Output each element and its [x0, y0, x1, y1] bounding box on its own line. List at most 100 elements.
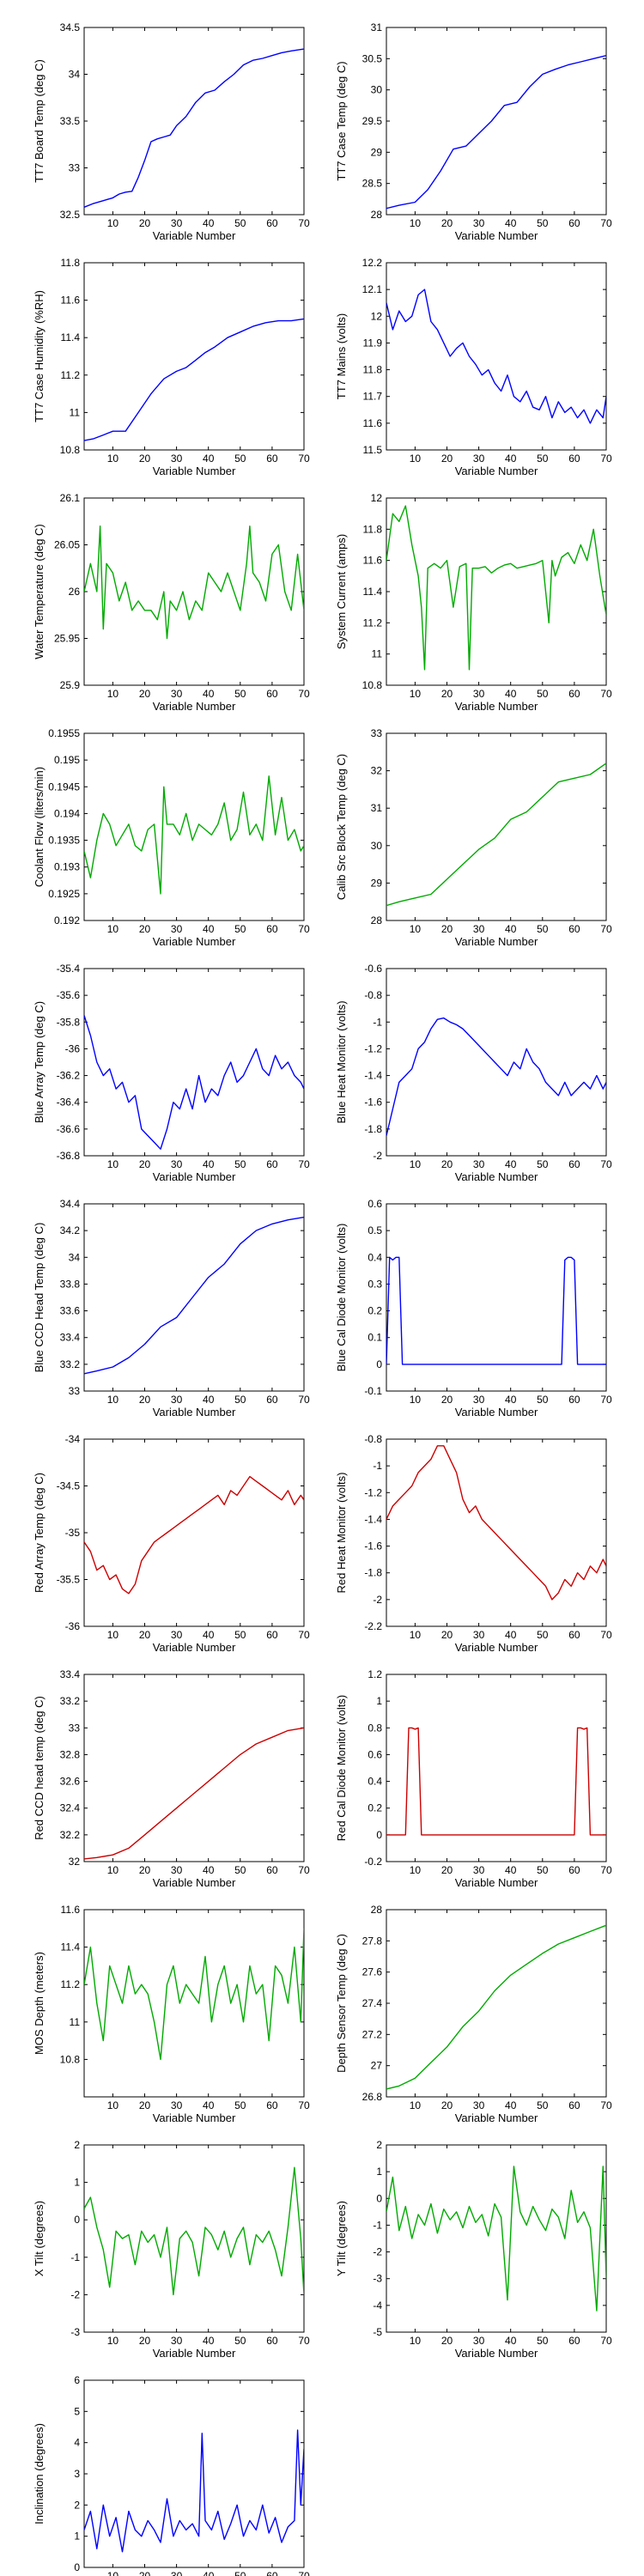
x-tick-label: 10: [410, 923, 422, 935]
x-tick-label: 50: [537, 1394, 549, 1406]
y-tick-label: 11.4: [61, 1941, 81, 1953]
y-tick-label: -1: [373, 1460, 382, 1472]
y-tick-label: -1.4: [364, 1070, 382, 1082]
x-tick-label: 50: [234, 2570, 246, 2576]
x-tick-label: 40: [505, 1158, 517, 1170]
x-tick-label: 60: [568, 1394, 580, 1406]
x-tick-label: 60: [568, 2099, 580, 2111]
x-tick-label: 40: [203, 1864, 215, 1876]
y-tick-label: 11.8: [363, 523, 383, 535]
y-tick-label: 0.194: [54, 807, 80, 819]
x-axis-label: Variable Number: [455, 2347, 538, 2360]
x-tick-label: 40: [203, 2335, 215, 2347]
x-tick-label: 40: [505, 923, 517, 935]
x-tick-label: 10: [107, 688, 119, 700]
chart-panel-13: 10 20 30 40 50 60 70 -36 -35.5 -35 -34.5 -34 Variabl…: [33, 1433, 310, 1654]
x-tick-label: 30: [171, 1158, 183, 1170]
x-tick-label: 70: [298, 1629, 310, 1641]
y-tick-label: 27.8: [362, 1935, 383, 1947]
y-tick-label: -1.6: [364, 1097, 382, 1109]
x-tick-label: 70: [600, 453, 612, 465]
x-axis-label: Variable Number: [455, 1170, 538, 1183]
y-tick-label: 0: [74, 2561, 80, 2573]
y-tick-label: -0.2: [364, 1856, 382, 1868]
plot-area: [386, 27, 607, 216]
x-tick-label: 60: [266, 2335, 278, 2347]
y-axis-label: Depth Sensor Temp (deg C): [335, 1934, 348, 2073]
y-tick-label: -2.2: [364, 1620, 382, 1632]
y-tick-label: 28: [371, 209, 383, 221]
chart-panel-8: 10 20 30 40 50 60 70 28 29 30 31 32 33 Variable Numbe…: [335, 727, 612, 948]
series-line: [84, 1015, 304, 1150]
y-tick-label: -2: [373, 1594, 382, 1606]
x-tick-label: 30: [171, 453, 183, 465]
y-tick-label: 33.2: [60, 1695, 81, 1707]
y-tick-label: -5: [373, 2326, 382, 2338]
x-tick-label: 70: [298, 923, 310, 935]
chart-panel-5: 10 20 30 40 50 60 70 25.9 25.95 26 26.05 26.1 Variab…: [33, 492, 310, 713]
y-tick-label: 34: [69, 69, 81, 81]
series-line: [84, 1216, 304, 1375]
plot-area: [83, 262, 305, 451]
y-tick-label: 0: [376, 1358, 382, 1370]
chart-panel-18: 10 20 30 40 50 60 70 26.8 27 27.2 27.4 27.6 27.8 28 Va…: [335, 1904, 612, 2124]
y-axis-label: Coolant Flow (liters/min): [33, 767, 46, 887]
x-tick-label: 10: [107, 1629, 119, 1641]
chart-panel-20: 10 20 30 40 50 60 70 -5 -4 -3 -2 -1 0 1 2 Variable Numb…: [335, 2139, 612, 2360]
y-tick-label: 29: [371, 877, 383, 889]
y-tick-label: 0.4: [368, 1776, 382, 1788]
y-tick-label: -1.2: [364, 1042, 382, 1054]
series-line: [84, 2429, 304, 2553]
x-tick-label: 70: [600, 1394, 612, 1406]
y-tick-label: 33.8: [60, 1278, 81, 1290]
y-tick-label: 10.8: [60, 444, 81, 456]
x-axis-label: Variable Number: [153, 935, 236, 948]
x-tick-label: 50: [537, 1864, 549, 1876]
y-tick-label: -1.6: [364, 1540, 382, 1552]
series-line: [386, 1017, 606, 1136]
y-tick-label: -1.2: [364, 1486, 382, 1498]
y-tick-label: 32.6: [60, 1776, 81, 1788]
x-tick-label: 60: [568, 2335, 580, 2347]
plot-area: [386, 732, 607, 921]
y-tick-label: 30: [371, 84, 383, 96]
x-tick-label: 30: [171, 2099, 183, 2111]
plot-area: [83, 732, 305, 921]
x-tick-label: 20: [441, 453, 453, 465]
y-tick-label: 0.1955: [48, 727, 80, 739]
y-tick-label: 32.4: [60, 1802, 81, 1814]
x-tick-label: 20: [139, 1864, 151, 1876]
x-tick-label: 20: [139, 923, 151, 935]
y-tick-label: -1.4: [364, 1513, 382, 1525]
y-tick-label: 3: [74, 2468, 80, 2480]
y-tick-label: 11.2: [61, 369, 81, 381]
x-tick-label: 70: [298, 2570, 310, 2576]
series-line: [84, 775, 304, 895]
chart-panel-7: 10 20 30 40 50 60 70 0.192 0.1925 0.193 0.1935 0.19…: [33, 727, 310, 948]
x-axis-label: Variable Number: [455, 935, 538, 948]
x-tick-label: 70: [600, 923, 612, 935]
x-tick-label: 40: [203, 2570, 215, 2576]
y-axis-label: Red CCD head temp (deg C): [33, 1696, 46, 1840]
y-tick-label: 12: [371, 492, 383, 504]
x-tick-label: 50: [234, 1394, 246, 1406]
x-tick-label: 70: [298, 217, 310, 229]
x-tick-label: 20: [441, 923, 453, 935]
chart-panel-2: 10 20 30 40 50 60 70 28 28.5 29 29.5 30 30.5 31 Variab…: [335, 21, 612, 242]
series-line: [84, 48, 304, 208]
y-tick-label: 1: [376, 1695, 382, 1707]
series-line: [386, 505, 606, 671]
y-tick-label: 2: [74, 2139, 80, 2151]
y-tick-label: 32: [371, 765, 383, 777]
x-tick-label: 10: [410, 217, 422, 229]
x-tick-label: 70: [298, 2335, 310, 2347]
x-tick-label: 40: [203, 1394, 215, 1406]
chart-panel-19: 10 20 30 40 50 60 70 -3 -2 -1 0 1 2 Variable Number X …: [33, 2139, 310, 2360]
x-tick-label: 70: [600, 217, 612, 229]
chart-panel-16: 10 20 30 40 50 60 70 -0.2 0 0.2 0.4 0.6 0.8 1 1.2 Varia…: [335, 1668, 612, 1889]
y-tick-label: 26.05: [54, 539, 80, 551]
x-tick-label: 40: [505, 1864, 517, 1876]
x-tick-label: 70: [298, 1394, 310, 1406]
x-tick-label: 50: [234, 2335, 246, 2347]
